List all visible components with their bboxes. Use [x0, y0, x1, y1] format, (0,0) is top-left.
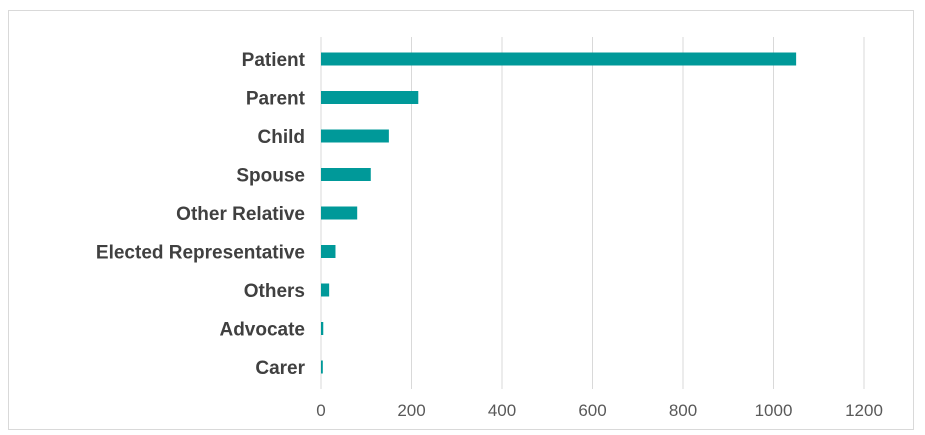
category-label: Child	[258, 127, 306, 148]
x-tick-labels: 0 200 400 600 800 1000 1200	[316, 401, 883, 420]
category-labels: Patient Parent Child Spouse Other Relative El…	[96, 50, 306, 379]
gridlines	[320, 37, 865, 389]
category-label: Advocate	[219, 320, 305, 341]
x-tick-label: 400	[488, 401, 516, 420]
bar-advocate	[321, 322, 324, 335]
x-tick-label: 1000	[755, 401, 793, 420]
bar-parent	[321, 91, 419, 104]
category-label: Carer	[255, 358, 305, 379]
category-label: Other Relative	[176, 204, 305, 225]
x-tick-label: 200	[397, 401, 425, 420]
category-label: Others	[244, 281, 305, 302]
bar-chart: Patient Parent Child Spouse Other Relative El…	[96, 37, 883, 420]
chart-frame: Patient Parent Child Spouse Other Relative El…	[8, 10, 914, 430]
bar-patient	[321, 52, 797, 66]
x-tick-label: 600	[578, 401, 606, 420]
bar-carer	[321, 360, 323, 374]
bar-child	[321, 129, 389, 143]
category-label: Spouse	[236, 166, 305, 187]
category-label: Elected Representative	[96, 243, 305, 264]
bar-elected-representative	[321, 245, 336, 258]
category-label: Parent	[246, 89, 306, 110]
x-tick-label: 0	[316, 401, 325, 420]
category-label: Patient	[242, 50, 306, 71]
bar-other-relative	[321, 206, 358, 220]
x-tick-label: 800	[669, 401, 697, 420]
bar-others	[321, 283, 330, 297]
bars	[321, 52, 797, 374]
x-tick-label: 1200	[845, 401, 883, 420]
bar-spouse	[321, 168, 371, 181]
